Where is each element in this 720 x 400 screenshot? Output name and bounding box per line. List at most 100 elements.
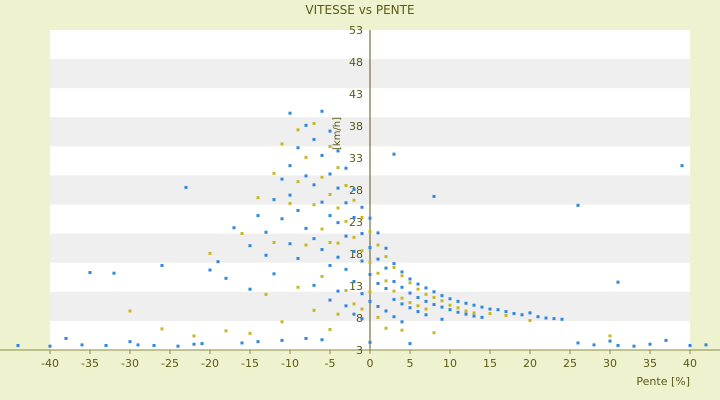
- x-tick-label: -5: [325, 357, 336, 370]
- data-point-series-1: [408, 291, 412, 295]
- data-point-series-1: [456, 310, 460, 314]
- data-point-series-1: [16, 344, 20, 348]
- y-axis-label: [km/h]: [332, 116, 343, 150]
- data-point-series-2: [344, 219, 348, 223]
- data-point-series-1: [304, 123, 308, 127]
- data-point-series-1: [312, 137, 316, 141]
- data-point-series-1: [80, 343, 84, 347]
- data-point-series-1: [88, 271, 92, 275]
- data-point-series-2: [336, 206, 340, 210]
- data-point-series-2: [360, 307, 364, 311]
- data-point-series-2: [376, 315, 380, 319]
- data-point-series-1: [544, 316, 548, 320]
- data-point-series-1: [352, 216, 356, 220]
- data-point-series-1: [416, 310, 420, 314]
- data-point-series-2: [360, 216, 364, 220]
- data-point-series-1: [264, 253, 268, 257]
- data-point-series-1: [264, 230, 268, 234]
- data-point-series-1: [392, 315, 396, 319]
- y-tick-label: 33: [349, 152, 363, 165]
- data-point-series-2: [448, 303, 452, 307]
- y-tick-label: 43: [349, 88, 363, 101]
- data-point-series-2: [360, 249, 364, 253]
- data-point-series-1: [192, 342, 196, 346]
- data-point-series-2: [384, 326, 388, 330]
- data-point-series-1: [304, 174, 308, 178]
- y-tick-label: 23: [349, 216, 363, 229]
- data-point-series-2: [432, 331, 436, 335]
- data-point-series-1: [64, 336, 68, 340]
- data-point-series-1: [400, 285, 404, 289]
- x-tick-label: 35: [643, 357, 657, 370]
- data-point-series-1: [488, 307, 492, 311]
- data-point-series-1: [680, 164, 684, 168]
- data-point-series-1: [256, 340, 260, 344]
- data-point-series-1: [360, 259, 364, 263]
- data-point-series-2: [416, 304, 420, 308]
- data-point-series-2: [160, 327, 164, 331]
- data-point-series-1: [232, 226, 236, 230]
- data-point-series-2: [368, 260, 372, 264]
- y-tick-label: 3: [356, 344, 363, 357]
- x-tick-label: 30: [603, 357, 617, 370]
- data-point-series-1: [608, 339, 612, 343]
- data-point-series-1: [448, 297, 452, 301]
- data-point-series-1: [520, 313, 524, 317]
- data-point-series-1: [104, 344, 108, 348]
- data-point-series-1: [328, 214, 332, 218]
- data-point-series-1: [472, 314, 476, 318]
- data-point-series-1: [288, 164, 292, 168]
- data-point-series-1: [312, 237, 316, 241]
- data-point-series-1: [384, 246, 388, 250]
- data-point-series-2: [312, 121, 316, 125]
- data-point-series-2: [336, 241, 340, 245]
- data-point-series-2: [264, 292, 268, 296]
- data-point-series-1: [320, 248, 324, 252]
- data-point-series-1: [200, 342, 204, 346]
- data-point-series-1: [576, 203, 580, 207]
- data-point-series-1: [336, 221, 340, 225]
- data-point-series-1: [376, 257, 380, 261]
- x-tick-label: 10: [443, 357, 457, 370]
- y-tick-label: 48: [349, 56, 363, 69]
- x-tick-label: 15: [483, 357, 497, 370]
- x-tick-label: -40: [41, 357, 59, 370]
- x-axis-label: Pente [%]: [636, 375, 690, 388]
- data-point-series-1: [248, 287, 252, 291]
- data-point-series-2: [376, 243, 380, 247]
- data-point-series-1: [352, 312, 356, 316]
- x-tick-label: 25: [563, 357, 577, 370]
- data-point-series-1: [336, 149, 340, 153]
- data-point-series-1: [528, 311, 532, 315]
- data-point-series-1: [392, 280, 396, 284]
- data-point-series-2: [128, 309, 132, 313]
- data-point-series-2: [328, 240, 332, 244]
- data-point-series-1: [344, 267, 348, 271]
- data-point-series-1: [256, 214, 260, 218]
- data-point-series-2: [344, 184, 348, 188]
- data-point-series-1: [288, 111, 292, 115]
- data-point-series-1: [280, 217, 284, 221]
- data-point-series-1: [320, 338, 324, 342]
- data-point-series-1: [296, 208, 300, 212]
- data-point-series-1: [272, 272, 276, 276]
- data-point-series-1: [328, 298, 332, 302]
- data-point-series-2: [352, 302, 356, 306]
- data-point-series-2: [472, 311, 476, 315]
- y-tick-label: 13: [349, 280, 363, 293]
- data-point-series-2: [400, 296, 404, 300]
- data-point-series-1: [424, 286, 428, 290]
- data-point-series-2: [320, 175, 324, 179]
- data-point-series-1: [552, 317, 556, 321]
- data-point-series-1: [456, 299, 460, 303]
- y-tick-label: 28: [349, 184, 363, 197]
- data-point-series-2: [320, 227, 324, 231]
- data-point-series-1: [112, 271, 116, 275]
- x-tick-label: 40: [683, 357, 697, 370]
- data-point-series-1: [376, 304, 380, 308]
- data-point-series-1: [504, 310, 508, 314]
- data-point-series-1: [368, 246, 372, 250]
- data-point-series-2: [416, 287, 420, 291]
- data-point-series-1: [296, 256, 300, 260]
